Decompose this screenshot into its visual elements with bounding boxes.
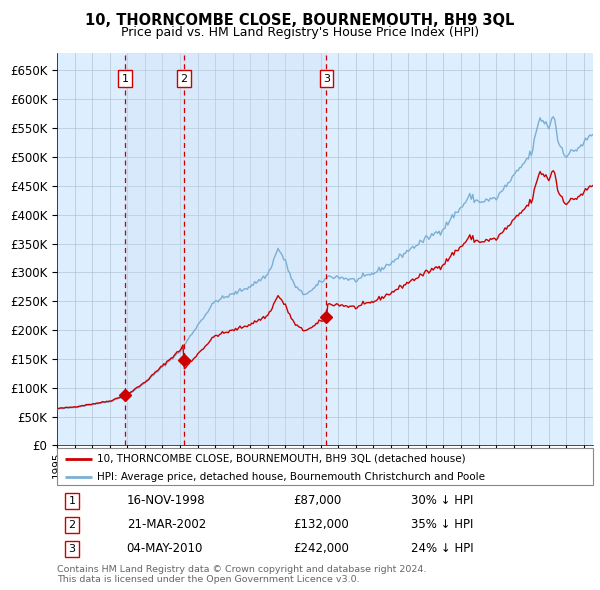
Text: £87,000: £87,000 bbox=[293, 494, 341, 507]
Text: 2: 2 bbox=[68, 520, 76, 530]
Text: 16-NOV-1998: 16-NOV-1998 bbox=[127, 494, 205, 507]
Text: 1: 1 bbox=[68, 496, 76, 506]
Text: £132,000: £132,000 bbox=[293, 519, 349, 532]
Text: 1: 1 bbox=[122, 74, 128, 84]
Text: This data is licensed under the Open Government Licence v3.0.: This data is licensed under the Open Gov… bbox=[57, 575, 359, 584]
Text: Price paid vs. HM Land Registry's House Price Index (HPI): Price paid vs. HM Land Registry's House … bbox=[121, 26, 479, 39]
Text: 21-MAR-2002: 21-MAR-2002 bbox=[127, 519, 206, 532]
Bar bbox=[184, 53, 326, 445]
Text: HPI: Average price, detached house, Bournemouth Christchurch and Poole: HPI: Average price, detached house, Bour… bbox=[97, 472, 485, 482]
Text: 04-MAY-2010: 04-MAY-2010 bbox=[127, 542, 203, 555]
Text: 3: 3 bbox=[323, 74, 330, 84]
Text: Contains HM Land Registry data © Crown copyright and database right 2024.: Contains HM Land Registry data © Crown c… bbox=[57, 565, 427, 574]
Text: 10, THORNCOMBE CLOSE, BOURNEMOUTH, BH9 3QL: 10, THORNCOMBE CLOSE, BOURNEMOUTH, BH9 3… bbox=[85, 13, 515, 28]
Bar bbox=[125, 53, 184, 445]
Text: 24% ↓ HPI: 24% ↓ HPI bbox=[410, 542, 473, 555]
Text: 2: 2 bbox=[180, 74, 187, 84]
Text: 10, THORNCOMBE CLOSE, BOURNEMOUTH, BH9 3QL (detached house): 10, THORNCOMBE CLOSE, BOURNEMOUTH, BH9 3… bbox=[97, 454, 466, 464]
Text: 30% ↓ HPI: 30% ↓ HPI bbox=[410, 494, 473, 507]
Text: 35% ↓ HPI: 35% ↓ HPI bbox=[410, 519, 473, 532]
Text: £242,000: £242,000 bbox=[293, 542, 349, 555]
FancyBboxPatch shape bbox=[57, 448, 593, 485]
Text: 3: 3 bbox=[68, 544, 76, 554]
